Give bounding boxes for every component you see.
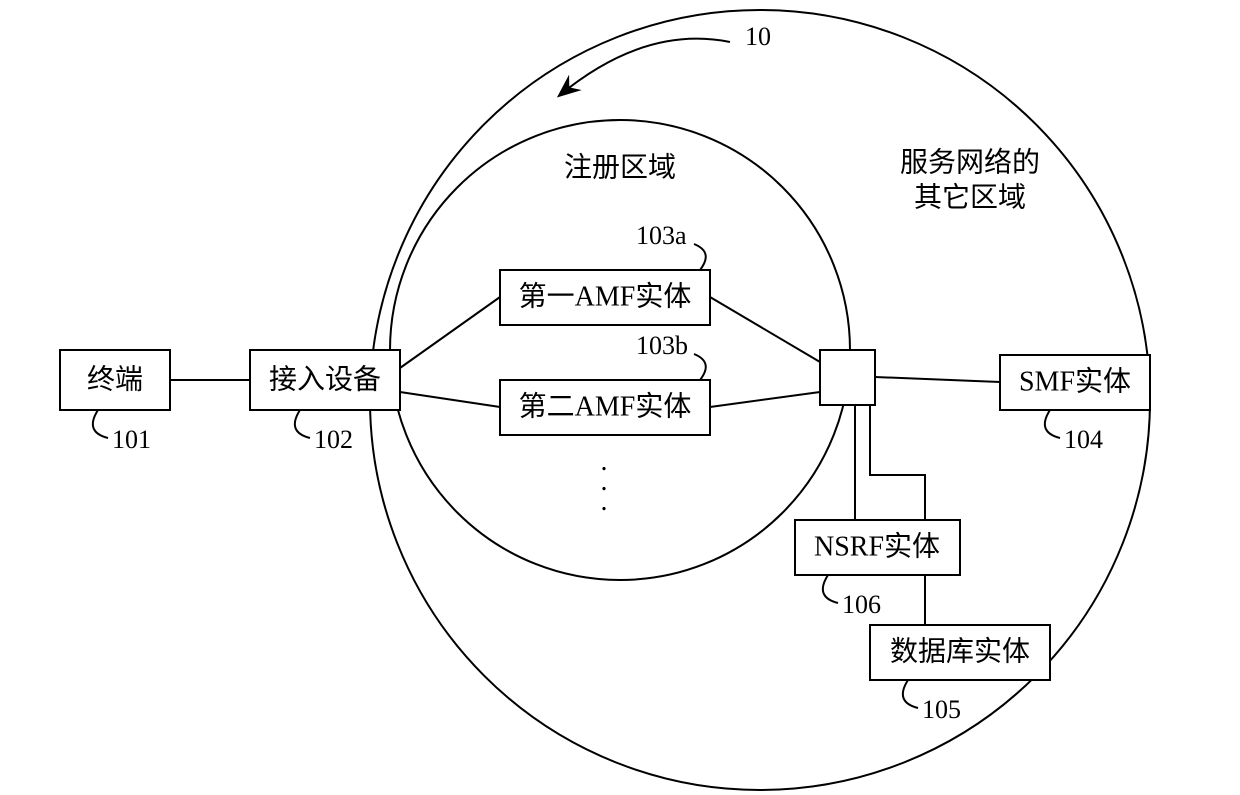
access-tag: 102 bbox=[314, 425, 353, 454]
inner-circle-label: 注册区域 bbox=[564, 151, 676, 183]
junction-node bbox=[820, 350, 875, 405]
terminal-node: 终端 101 bbox=[60, 350, 170, 454]
smf-tag-curve bbox=[1045, 410, 1060, 438]
terminal-tag: 101 bbox=[112, 425, 151, 454]
db-node: 数据库实体 105 bbox=[870, 625, 1050, 724]
nsrf-node: NSRF实体 106 bbox=[795, 520, 960, 619]
amf-ellipsis-3: . bbox=[601, 486, 610, 517]
amf2-tag: 103b bbox=[636, 331, 688, 360]
outer-circle-label-2: 其它区域 bbox=[914, 181, 1026, 213]
db-tag-curve bbox=[903, 680, 918, 708]
smf-label: SMF实体 bbox=[1019, 365, 1131, 397]
link-amf1-junction bbox=[710, 297, 820, 362]
nsrf-label: NSRF实体 bbox=[814, 530, 940, 562]
nsrf-tag: 106 bbox=[842, 590, 881, 619]
inner-circle bbox=[390, 120, 850, 580]
network-diagram: 10 注册区域 服务网络的 其它区域 终端 101 接入设备 102 第一AMF… bbox=[0, 0, 1240, 795]
amf1-tag: 103a bbox=[636, 221, 687, 250]
link-amf2-junction bbox=[710, 392, 820, 407]
figure-id-label: 10 bbox=[745, 22, 771, 51]
link-access-amf2 bbox=[400, 392, 500, 407]
terminal-tag-curve bbox=[93, 410, 108, 438]
terminal-label: 终端 bbox=[87, 363, 143, 395]
access-node: 接入设备 102 bbox=[250, 350, 400, 454]
nsrf-tag-curve bbox=[823, 575, 838, 603]
amf1-tag-curve bbox=[694, 244, 706, 270]
smf-node: SMF实体 104 bbox=[1000, 355, 1150, 454]
outer-circle-label-1: 服务网络的 bbox=[900, 146, 1040, 178]
db-label: 数据库实体 bbox=[890, 635, 1030, 667]
link-access-amf1 bbox=[400, 297, 500, 368]
amf1-label: 第一AMF实体 bbox=[519, 280, 692, 312]
link-junction-smf bbox=[875, 377, 1000, 382]
amf1-node: 第一AMF实体 103a bbox=[500, 221, 710, 325]
db-tag: 105 bbox=[922, 695, 961, 724]
smf-tag: 104 bbox=[1064, 425, 1103, 454]
figure-id-arrow bbox=[560, 39, 730, 95]
access-label: 接入设备 bbox=[269, 363, 381, 395]
amf2-label: 第二AMF实体 bbox=[519, 390, 692, 422]
access-tag-curve bbox=[295, 410, 310, 438]
amf2-tag-curve bbox=[694, 354, 706, 380]
amf2-node: 第二AMF实体 103b bbox=[500, 331, 710, 435]
